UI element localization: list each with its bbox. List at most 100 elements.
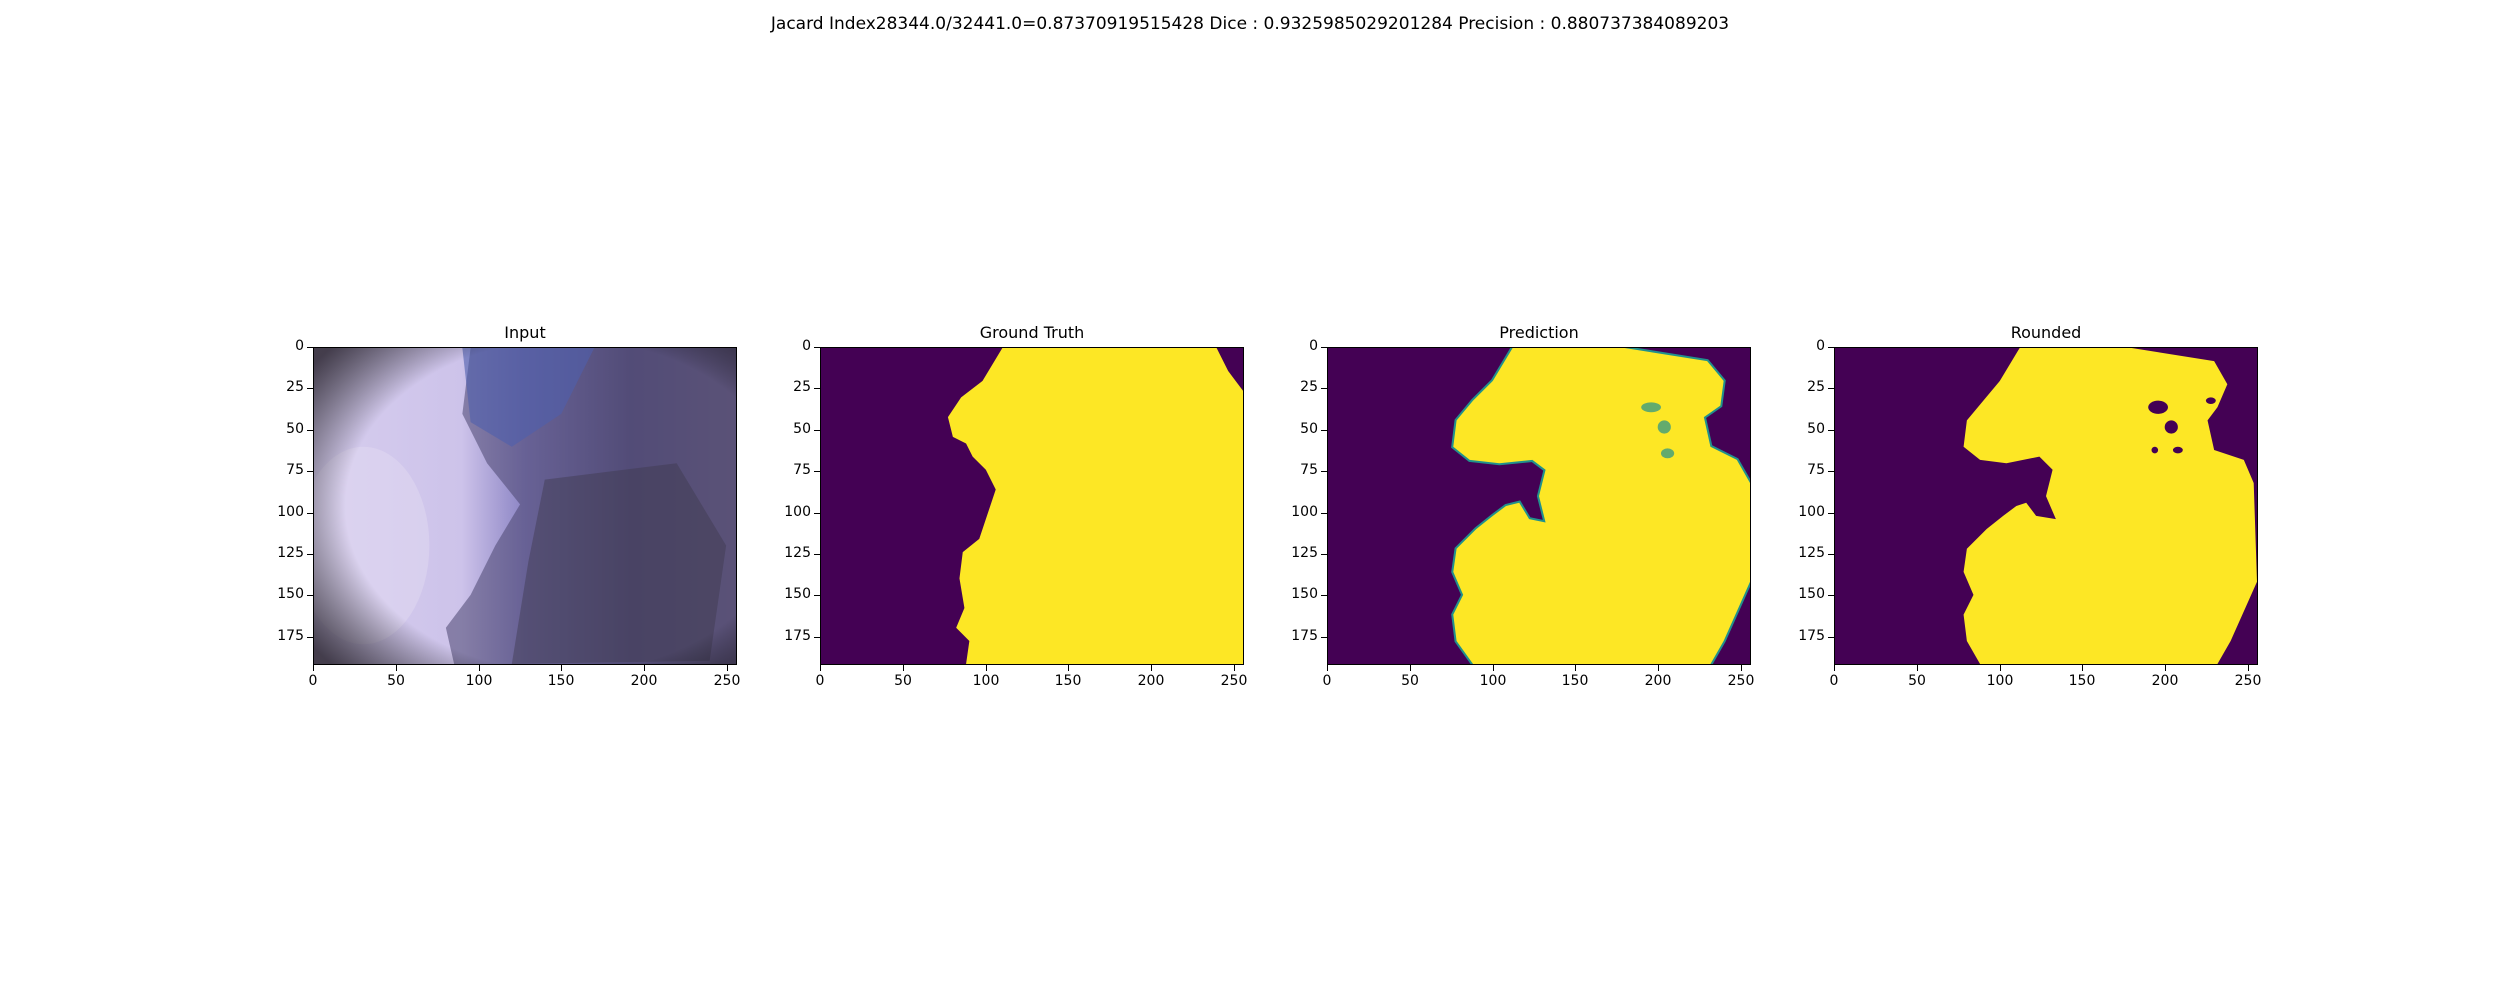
panel-title-input: Input [504,323,546,342]
ytick-label: 50 [286,421,304,437]
ytick-mark [814,347,820,348]
xtick-mark [1151,665,1152,671]
ytick-mark [1828,595,1834,596]
ytick-mark [814,513,820,514]
panel-title-ground-truth: Ground Truth [979,323,1085,342]
xtick-mark [727,665,728,671]
xtick-label: 100 [1479,673,1507,689]
xtick-label: 150 [2068,673,2096,689]
ytick-label: 75 [793,462,811,478]
ytick-mark [307,637,313,638]
xtick-mark [644,665,645,671]
ytick-mark [1828,471,1834,472]
ytick-mark [1828,554,1834,555]
xtick-mark [1575,665,1576,671]
xtick-mark [1493,665,1494,671]
input-image-axes [313,347,737,665]
xtick-label: 0 [308,673,318,689]
xtick-mark [1410,665,1411,671]
panel-title-rounded: Rounded [2010,323,2082,342]
ytick-mark [814,430,820,431]
ytick-mark [814,388,820,389]
ground-truth-mask-axes [820,347,1244,665]
xtick-mark [820,665,821,671]
ytick-label: 150 [1291,586,1318,602]
xtick-label: 0 [1322,673,1332,689]
rounded-mask [1835,348,2257,664]
ytick-mark [307,430,313,431]
xtick-mark [1741,665,1742,671]
ytick-label: 125 [784,545,811,561]
ytick-label: 25 [286,379,304,395]
rounded-mask-axes [1834,347,2258,665]
xtick-label: 100 [972,673,1000,689]
figure-suptitle: Jacard Index28344.0/32441.0=0.8737091951… [770,14,1730,34]
ytick-mark [307,347,313,348]
xtick-label: 150 [547,673,575,689]
ytick-label: 0 [295,338,304,354]
xtick-label: 250 [2234,673,2262,689]
ytick-mark [1321,388,1327,389]
ytick-label: 75 [1807,462,1825,478]
ytick-mark [307,595,313,596]
ytick-label: 0 [1816,338,1825,354]
ytick-label: 175 [1291,628,1318,644]
ytick-mark [1321,513,1327,514]
ytick-mark [814,595,820,596]
ytick-mark [307,471,313,472]
xtick-mark [903,665,904,671]
xtick-label: 50 [387,673,405,689]
input-image [314,348,736,664]
ytick-label: 100 [1291,504,1318,520]
xtick-label: 250 [713,673,741,689]
ground-truth-mask [821,348,1243,664]
xtick-mark [313,665,314,671]
ytick-label: 150 [1798,586,1825,602]
ytick-mark [1321,347,1327,348]
xtick-mark [479,665,480,671]
ytick-label: 50 [793,421,811,437]
xtick-label: 150 [1561,673,1589,689]
ytick-label: 25 [1300,379,1318,395]
panel-title-prediction: Prediction [1499,323,1579,342]
xtick-label: 200 [630,673,658,689]
ytick-label: 100 [277,504,304,520]
xtick-mark [2248,665,2249,671]
ytick-mark [1828,513,1834,514]
ytick-mark [307,513,313,514]
xtick-mark [1234,665,1235,671]
xtick-label: 150 [1054,673,1082,689]
xtick-label: 100 [1986,673,2014,689]
ytick-mark [1321,430,1327,431]
ytick-mark [814,471,820,472]
xtick-label: 0 [1829,673,1839,689]
xtick-mark [561,665,562,671]
ytick-label: 75 [1300,462,1318,478]
ytick-mark [1321,595,1327,596]
ytick-label: 175 [277,628,304,644]
xtick-mark [986,665,987,671]
ytick-mark [1828,347,1834,348]
xtick-mark [396,665,397,671]
ytick-mark [1828,430,1834,431]
ytick-label: 50 [1807,421,1825,437]
xtick-label: 100 [465,673,493,689]
xtick-mark [2082,665,2083,671]
ytick-mark [1321,471,1327,472]
ytick-label: 100 [784,504,811,520]
xtick-mark [2000,665,2001,671]
xtick-label: 200 [1644,673,1672,689]
ytick-label: 175 [784,628,811,644]
lesion-region [1453,348,1750,664]
prediction-mask [1328,348,1750,664]
lesion-region [947,348,1243,664]
ytick-mark [1828,637,1834,638]
prediction-mask-axes [1327,347,1751,665]
xtick-mark [1327,665,1328,671]
xtick-mark [1834,665,1835,671]
ytick-mark [814,637,820,638]
xtick-label: 50 [1401,673,1419,689]
ytick-label: 125 [1798,545,1825,561]
ytick-label: 150 [784,586,811,602]
ytick-mark [1321,554,1327,555]
